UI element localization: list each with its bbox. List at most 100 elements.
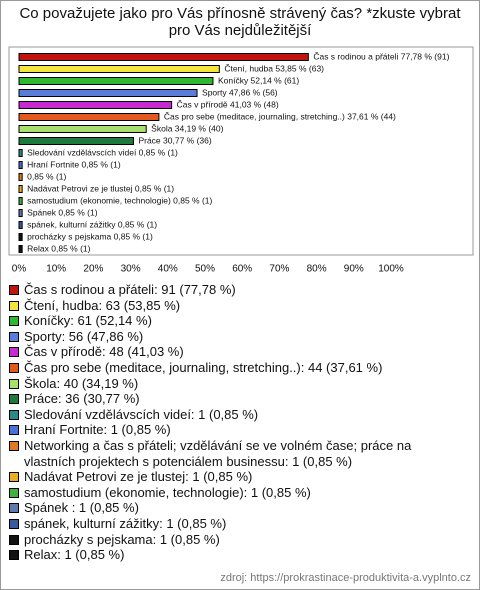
x-tick-label: 20% <box>83 264 103 275</box>
bar-label: procházky s pejskama 0,85 % (1) <box>27 231 153 241</box>
bar <box>18 89 198 97</box>
bar <box>18 77 214 85</box>
bar-label: Čas v přírodě 41,03 % (48) <box>177 99 279 109</box>
x-tick-label: 70% <box>269 264 289 275</box>
bar <box>18 173 23 181</box>
legend-item: spánek, kulturní zážitky: 1 (0,85 %) <box>9 516 464 532</box>
legend-marker <box>9 347 19 358</box>
legend-label: Nadávat Petrovi ze je tlustej: 1 (0,85 %… <box>24 469 253 485</box>
bar-label: 0,85 % (1) <box>27 171 66 181</box>
legend-marker <box>9 440 19 451</box>
x-tick-label: 50% <box>195 264 215 275</box>
legend-item: Hraní Fortnite: 1 (0,85 %) <box>9 422 464 438</box>
legend-marker <box>9 285 19 295</box>
bar-label: Sporty 47,86 % (56) <box>202 87 278 97</box>
legend-item: Relax: 1 (0,85 %) <box>9 547 464 563</box>
bar-label: samostudium (ekonomie, technologie) 0,85… <box>27 195 212 205</box>
bar <box>18 209 23 217</box>
legend-item: Čas s rodinou a přáteli: 91 (77,78 %) <box>9 282 464 298</box>
bar-label: Relax 0,85 % (1) <box>27 243 90 253</box>
bar-label: Koníčky 52,14 % (61) <box>218 75 299 85</box>
legend-marker <box>9 362 19 373</box>
legend-label: Networking a čas s přáteli; vzdělávání s… <box>24 437 412 469</box>
chart-title: Co považujete jako pro Vás přínosně strá… <box>19 5 461 39</box>
legend-marker <box>9 394 19 405</box>
bar-label: Práce 30,77 % (36) <box>138 135 211 145</box>
legend-marker <box>9 534 19 545</box>
legend-item: Čas pro sebe (meditace, journaling, stre… <box>9 360 464 376</box>
bar-label: Čas s rodinou a přáteli 77,78 % (91) <box>313 51 449 61</box>
bar-label: Hraní Fortnite 0,85 % (1) <box>27 159 121 169</box>
legend-label: procházky s pejskama: 1 (0,85 %) <box>24 531 220 547</box>
legend-item: Čtení, hudba: 63 (53,85 %) <box>9 298 464 314</box>
legend-marker <box>9 425 19 436</box>
legend-label: spánek, kulturní zážitky: 1 (0,85 %) <box>24 515 227 531</box>
bar <box>18 185 23 193</box>
bar-label: Nadávat Petrovi ze je tlustej 0,85 % (1) <box>27 183 174 193</box>
bar <box>18 137 134 145</box>
legend-item: Sledování vzdělávscích videí: 1 (0,85 %) <box>9 407 464 423</box>
legend-label: Čas v přírodě: 48 (41,03 %) <box>24 344 184 360</box>
bar <box>18 101 173 109</box>
x-tick-label: 60% <box>232 264 252 275</box>
x-tick-label: 30% <box>121 264 141 275</box>
legend-item: Škola: 40 (34,19 %) <box>9 376 464 392</box>
x-tick-label: 0% <box>12 264 27 275</box>
legend-label: Koníčky: 61 (52,14 %) <box>24 313 152 329</box>
legend-marker <box>9 300 19 311</box>
legend-label: Čtení, hudba: 63 (53,85 %) <box>24 297 181 313</box>
legend-label: Práce: 36 (30,77 %) <box>24 391 140 407</box>
bar <box>18 197 23 205</box>
legend-label: Škola: 40 (34,19 %) <box>24 375 139 391</box>
legend-marker <box>9 472 19 483</box>
legend-item: Koníčky: 61 (52,14 %) <box>9 313 464 329</box>
bar <box>18 149 23 157</box>
legend-marker <box>9 503 19 514</box>
bar-label: Škola 34,19 % (40) <box>151 123 223 133</box>
legend-marker <box>9 409 19 420</box>
legend-marker <box>9 331 19 342</box>
bar <box>18 245 23 253</box>
bar <box>18 221 23 229</box>
legend-marker <box>9 518 19 529</box>
bar-label: spánek, kulturní zážitky 0,85 % (1) <box>27 219 157 229</box>
legend-item: Čas v přírodě: 48 (41,03 %) <box>9 344 464 360</box>
bar <box>18 53 309 61</box>
bar-label: Spánek 0,85 % (1) <box>27 207 98 217</box>
legend: Čas s rodinou a přáteli: 91 (77,78 %) Čte… <box>9 282 464 563</box>
legend-label: samostudium (ekonomie, technologie): 1 (… <box>24 484 311 500</box>
x-tick-label: 10% <box>46 264 66 275</box>
legend-label: Hraní Fortnite: 1 (0,85 %) <box>24 422 171 438</box>
legend-marker <box>9 487 19 498</box>
bar <box>18 113 160 121</box>
plot-frame <box>8 46 474 256</box>
legend-item: Spánek : 1 (0,85 %) <box>9 500 464 516</box>
legend-marker <box>9 550 19 561</box>
legend-label: Čas s rodinou a přáteli: 91 (77,78 %) <box>24 282 236 297</box>
bar-label: Čtení, hudba 53,85 % (63) <box>224 63 324 73</box>
legend-marker <box>9 316 19 327</box>
legend-label: Čas pro sebe (meditace, journaling, stre… <box>24 359 383 375</box>
x-tick-label: 90% <box>344 264 364 275</box>
bar-label: Čas pro sebe (meditace, journaling, stre… <box>164 111 396 121</box>
legend-label: Spánek : 1 (0,85 %) <box>24 500 139 516</box>
legend-label: Sledování vzdělávscích videí: 1 (0,85 %) <box>24 406 259 422</box>
source: zdroj: https://prokrastinace-produktivit… <box>220 572 471 584</box>
bar <box>18 161 23 169</box>
legend-label: Relax: 1 (0,85 %) <box>24 547 125 563</box>
bar-label: Sledování vzdělávscích videí 0,85 % (1) <box>27 147 178 157</box>
x-tick-label: 80% <box>307 264 327 275</box>
legend-item: procházky s pejskama: 1 (0,85 %) <box>9 532 464 548</box>
bar <box>18 233 23 241</box>
legend-label: Sporty: 56 (47,86 %) <box>24 328 144 344</box>
x-tick-label: 40% <box>158 264 178 275</box>
legend-marker <box>9 378 19 389</box>
legend-item: Nadávat Petrovi ze je tlustej: 1 (0,85 %… <box>9 469 464 485</box>
bar <box>18 65 220 73</box>
x-tick-label: 100% <box>378 264 404 275</box>
legend-item: Sporty: 56 (47,86 %) <box>9 329 464 345</box>
bar <box>18 125 147 133</box>
legend-item: samostudium (ekonomie, technologie): 1 (… <box>9 485 464 501</box>
legend-item: Networking a čas s přáteli; vzdělávání s… <box>9 438 464 469</box>
